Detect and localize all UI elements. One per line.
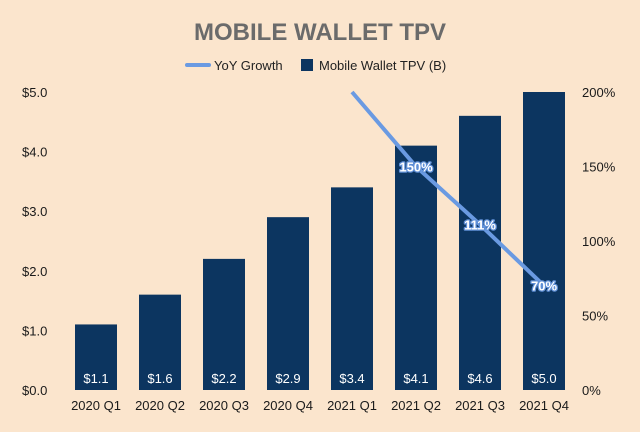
chart-title: MOBILE WALLET TPV	[194, 19, 446, 46]
right-tick-label: 150%	[582, 160, 616, 175]
bar-value-label: $2.9	[275, 371, 300, 386]
x-tick-label: 2021 Q2	[391, 398, 441, 413]
left-tick-label: $5.0	[22, 85, 47, 100]
x-axis-ticks: 2020 Q1 2020 Q2 2020 Q3 2020 Q4 2021 Q1 2021 …	[71, 398, 569, 413]
bar-value-labels: $1.1 $1.6 $2.2 $2.9 $3.4 $4.1 $4.6 $5.0	[83, 371, 556, 386]
bar-value-label: $4.1	[403, 371, 428, 386]
left-tick-label: $4.0	[22, 145, 47, 160]
yoy-growth-label: 111%	[464, 218, 496, 233]
legend-label-mobile-wallet-tpv: Mobile Wallet TPV (B)	[319, 58, 446, 73]
yoy-growth-label: 70%	[531, 279, 557, 294]
right-axis-ticks: 0% 50% 100% 150% 200%	[582, 85, 616, 398]
left-tick-label: $2.0	[22, 264, 47, 279]
bar	[459, 115, 501, 390]
bar-value-label: $1.6	[147, 371, 172, 386]
left-axis-ticks: $0.0 $1.0 $2.0 $3.0 $4.0 $5.0	[22, 85, 47, 398]
bar-value-label: $2.2	[211, 371, 236, 386]
bar-value-label: $3.4	[339, 371, 364, 386]
legend: YoY Growth Mobile Wallet TPV (B)	[185, 58, 446, 73]
yoy-growth-series	[350, 90, 546, 288]
legend-swatch-mobile-wallet-tpv	[301, 59, 313, 71]
x-tick-label: 2020 Q1	[71, 398, 121, 413]
left-tick-label: $3.0	[22, 204, 47, 219]
legend-label-yoy-growth: YoY Growth	[214, 58, 283, 73]
x-tick-label: 2021 Q1	[327, 398, 377, 413]
yoy-growth-labels: 150% 111% 70%	[398, 158, 559, 295]
yoy-growth-line	[350, 90, 546, 288]
bar	[331, 187, 373, 390]
right-tick-label: 100%	[582, 234, 616, 249]
right-tick-label: 0%	[582, 383, 601, 398]
left-tick-label: $0.0	[22, 383, 47, 398]
x-tick-label: 2020 Q4	[263, 398, 313, 413]
bar	[267, 217, 309, 390]
x-tick-label: 2020 Q2	[135, 398, 185, 413]
x-tick-label: 2021 Q4	[519, 398, 569, 413]
bar-series	[75, 92, 565, 390]
x-tick-label: 2020 Q3	[199, 398, 249, 413]
bar	[523, 92, 565, 390]
x-tick-label: 2021 Q3	[455, 398, 505, 413]
bar-value-label: $1.1	[83, 371, 108, 386]
bar	[75, 324, 117, 390]
left-tick-label: $1.0	[22, 323, 47, 338]
bar	[395, 145, 437, 390]
bar	[203, 258, 245, 390]
yoy-growth-label: 150%	[399, 160, 433, 175]
bar-value-label: $4.6	[467, 371, 492, 386]
right-tick-label: 200%	[582, 85, 616, 100]
right-tick-label: 50%	[582, 309, 608, 324]
bar	[139, 294, 181, 390]
bar-value-label: $5.0	[531, 371, 556, 386]
